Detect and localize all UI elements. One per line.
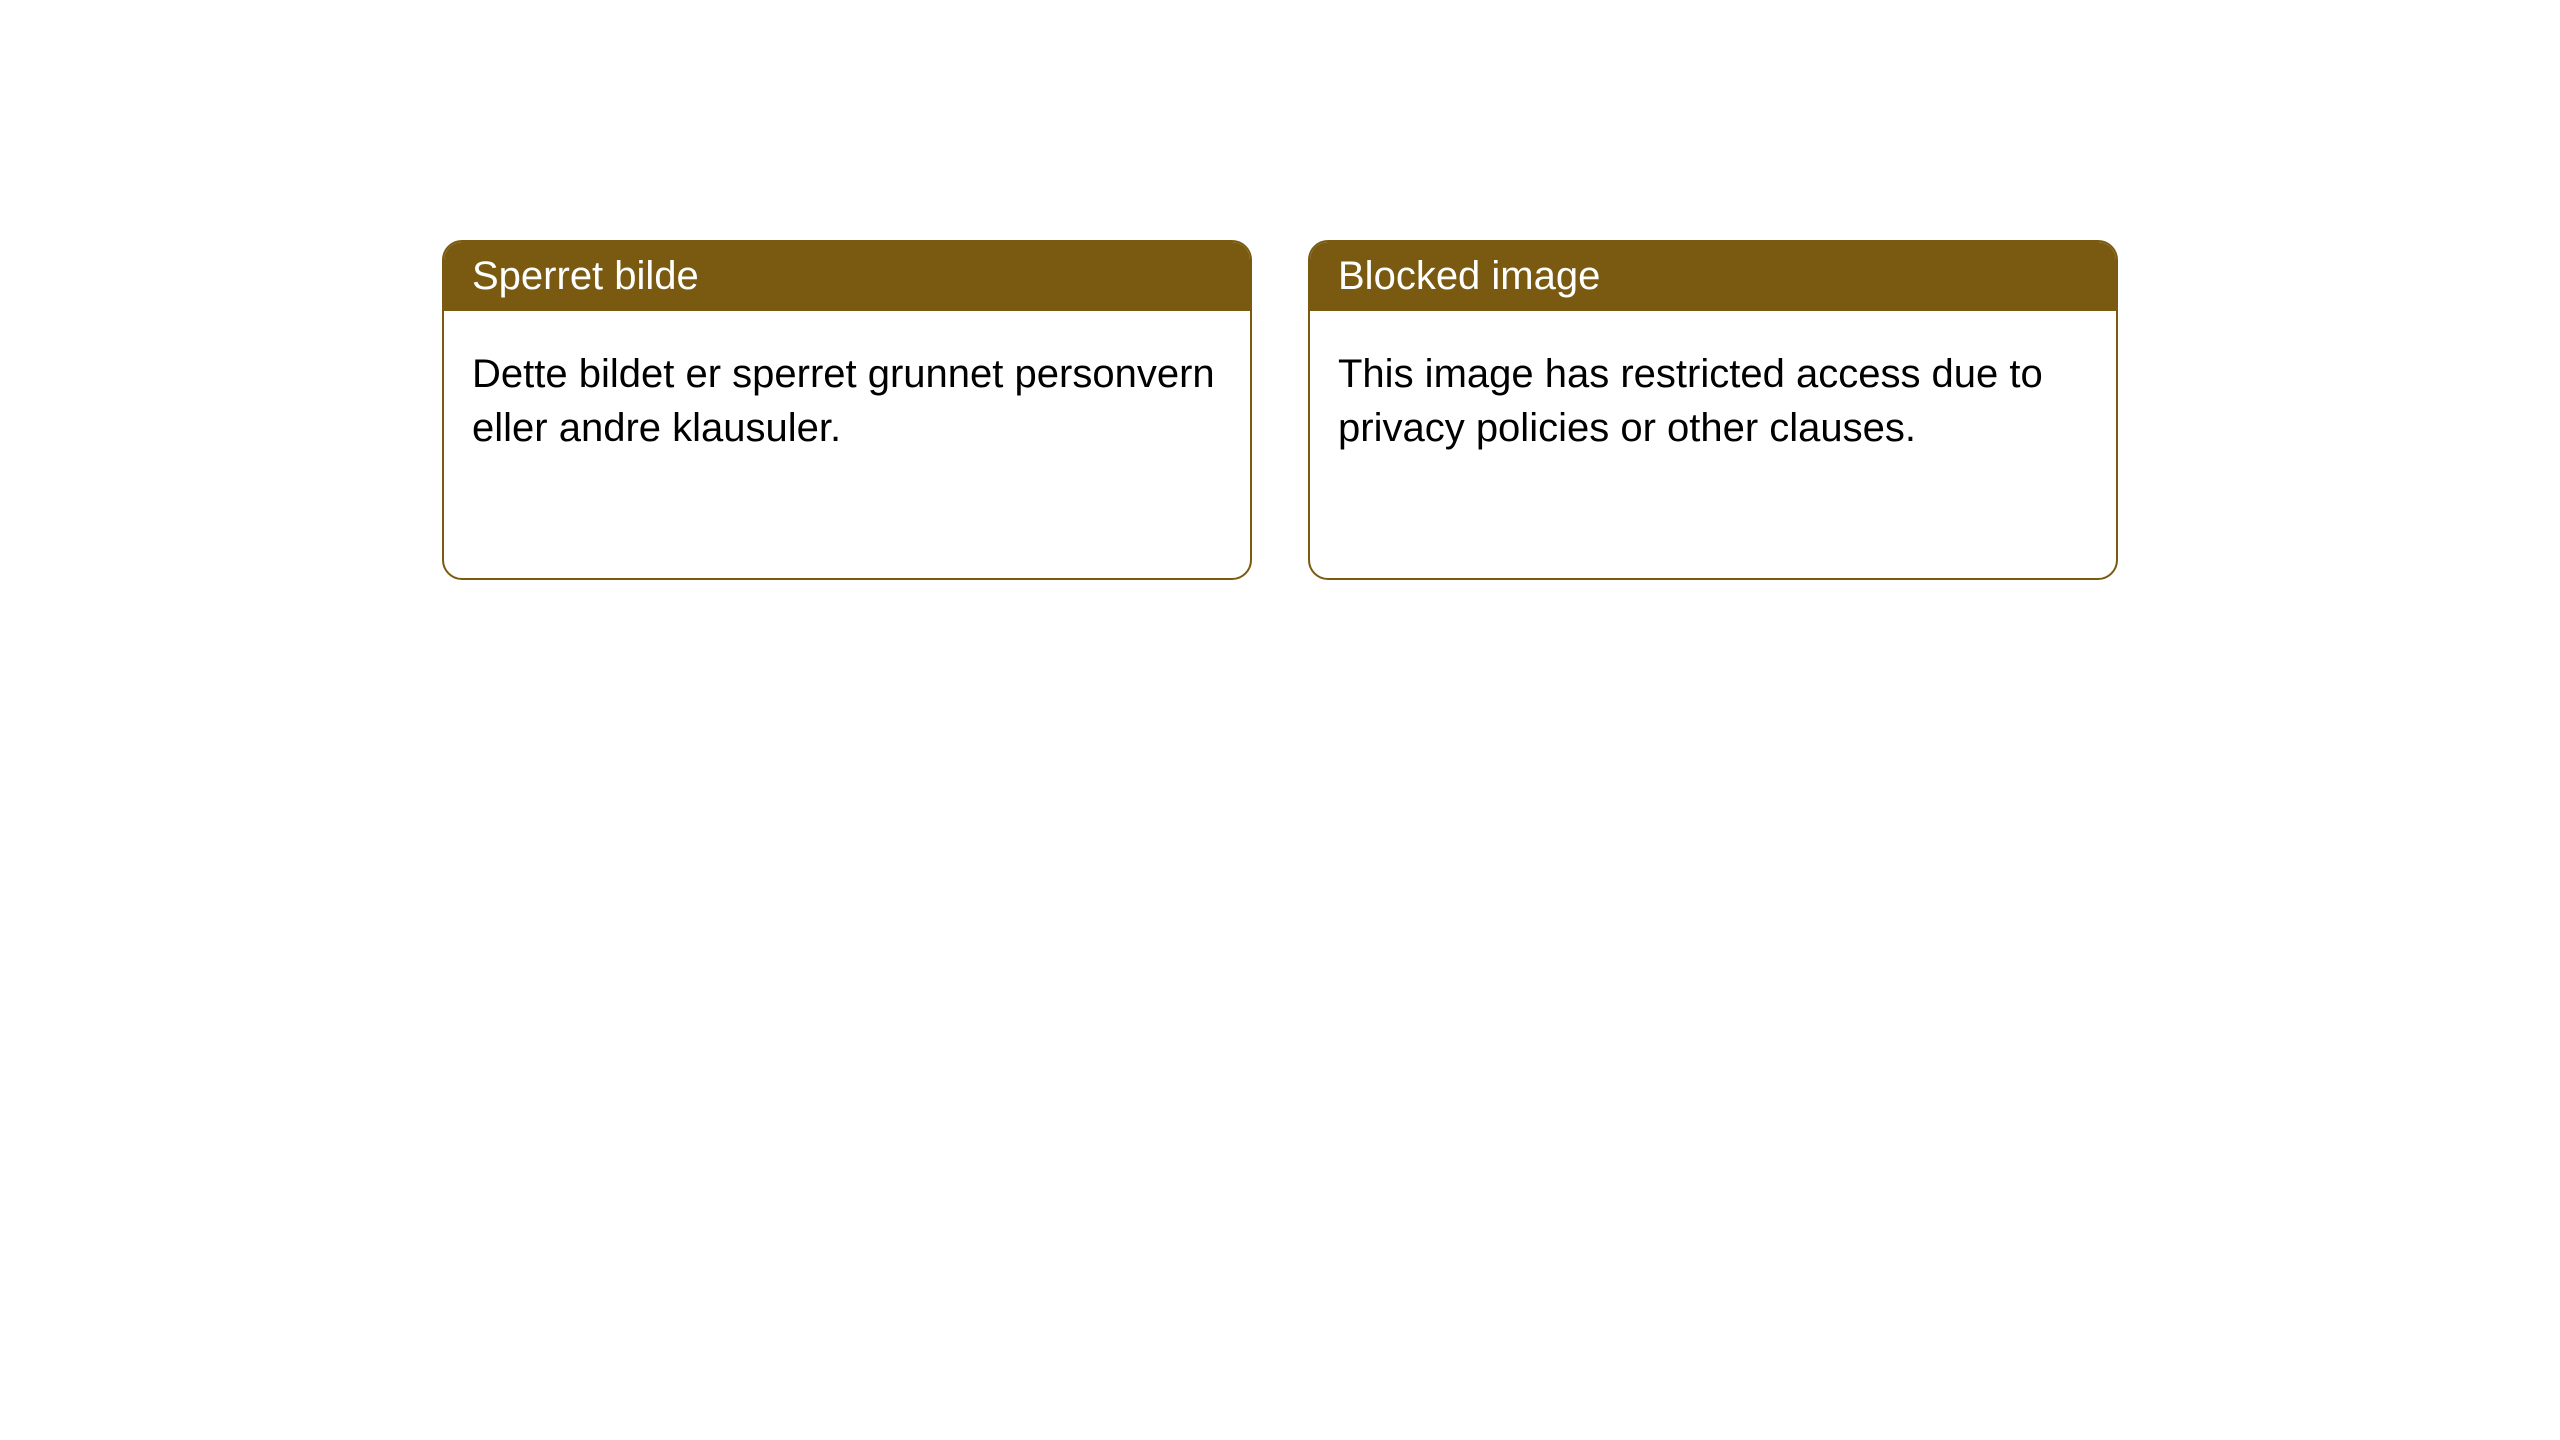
card-header: Sperret bilde bbox=[444, 242, 1250, 311]
card-body: This image has restricted access due to … bbox=[1310, 311, 2116, 491]
card-body: Dette bildet er sperret grunnet personve… bbox=[444, 311, 1250, 491]
card-header: Blocked image bbox=[1310, 242, 2116, 311]
notice-card-norwegian: Sperret bilde Dette bildet er sperret gr… bbox=[442, 240, 1252, 580]
card-body-text: This image has restricted access due to … bbox=[1338, 352, 2043, 450]
card-title: Blocked image bbox=[1338, 254, 1600, 298]
notice-cards-container: Sperret bilde Dette bildet er sperret gr… bbox=[442, 240, 2118, 580]
notice-card-english: Blocked image This image has restricted … bbox=[1308, 240, 2118, 580]
card-title: Sperret bilde bbox=[472, 254, 699, 298]
card-body-text: Dette bildet er sperret grunnet personve… bbox=[472, 352, 1215, 450]
